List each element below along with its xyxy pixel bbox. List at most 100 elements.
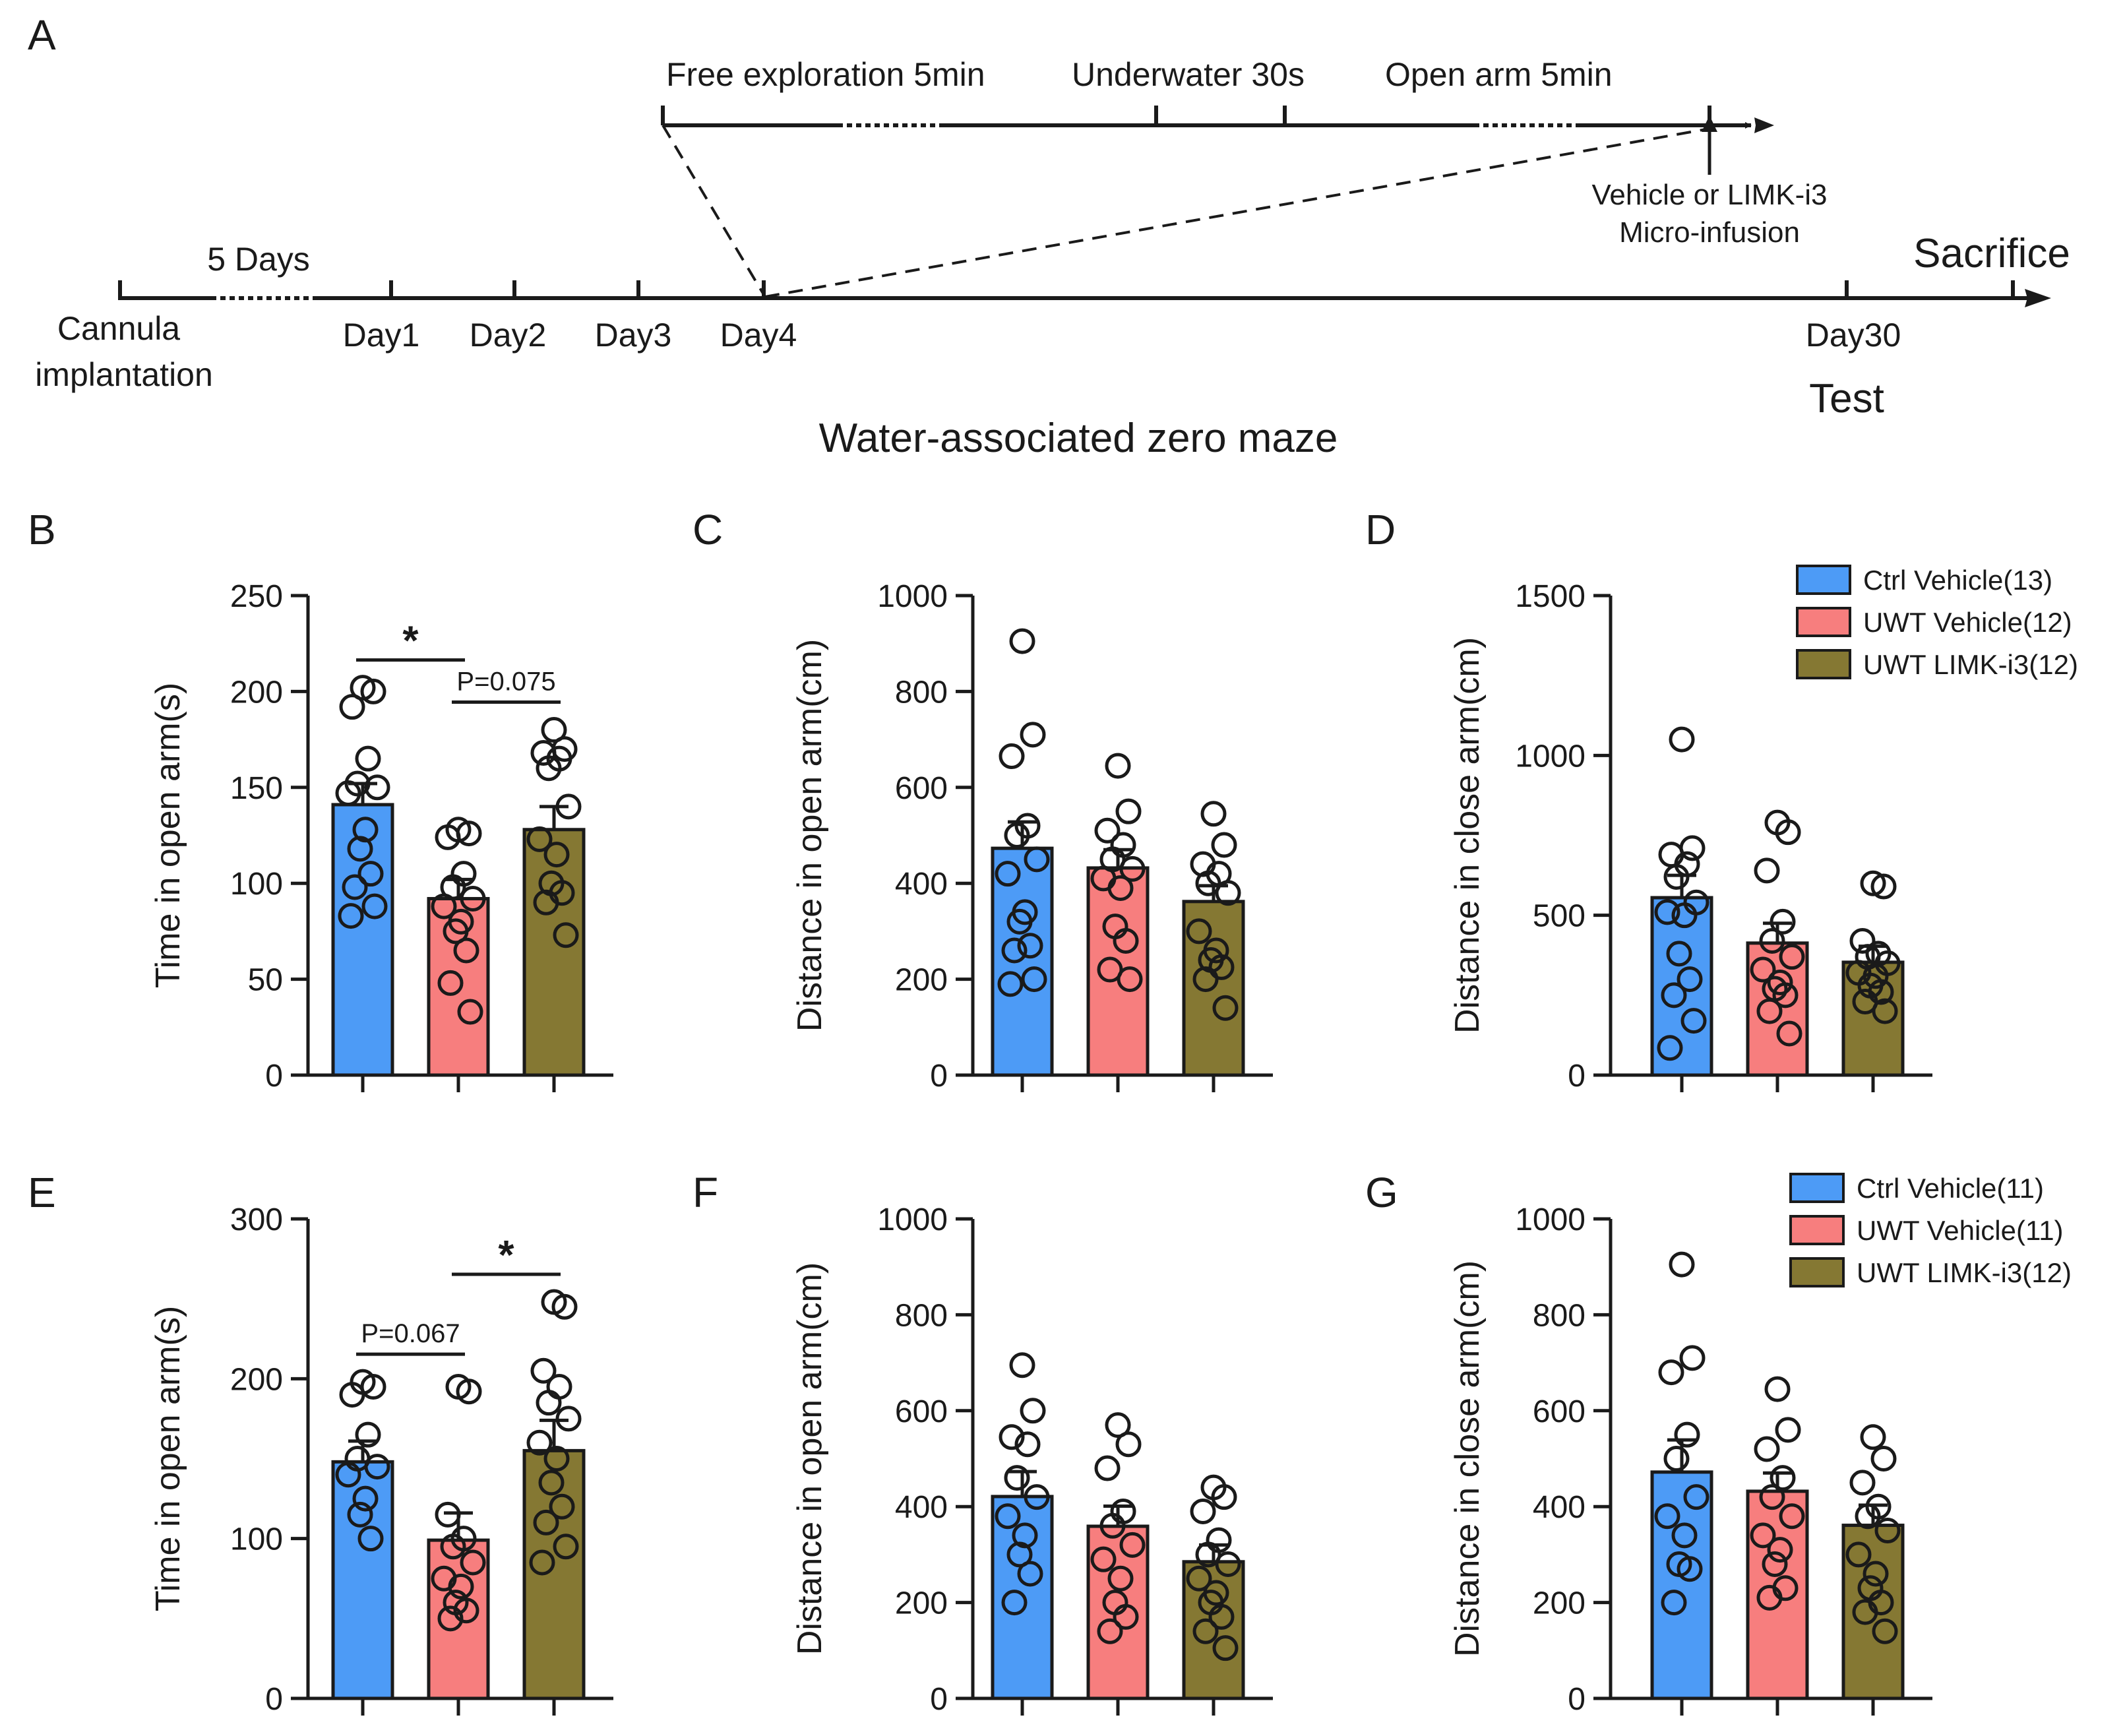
data-point xyxy=(538,1470,565,1496)
data-point xyxy=(1190,1498,1216,1524)
y-axis-title: Time in open arm(s) xyxy=(149,1306,187,1611)
data-point xyxy=(1872,998,1898,1024)
y-tick-label: 0 xyxy=(265,1059,283,1094)
data-point xyxy=(1671,902,1698,929)
data-point xyxy=(1654,899,1680,925)
legend-swatch xyxy=(1796,649,1851,679)
data-point xyxy=(1663,1446,1690,1472)
cannula-label-line2: implantation xyxy=(35,356,213,393)
data-point xyxy=(536,1390,562,1416)
y-tick-label: 200 xyxy=(230,675,283,710)
panel-letter-a: A xyxy=(28,11,56,59)
data-point xyxy=(1195,870,1221,896)
infusion-arrow-head xyxy=(1702,115,1717,132)
data-point xyxy=(1750,956,1776,983)
data-point xyxy=(1852,989,1878,1015)
data-point xyxy=(437,970,464,996)
data-point xyxy=(1119,1532,1146,1558)
y-tick-label: 800 xyxy=(895,1298,948,1333)
data-point xyxy=(543,1446,570,1472)
data-point xyxy=(342,874,368,900)
tick-label-day4: Day4 xyxy=(720,317,797,354)
data-point xyxy=(1661,982,1687,1008)
data-point xyxy=(435,824,461,850)
data-point xyxy=(553,922,579,948)
sacrifice-label: Sacrifice xyxy=(1913,231,2070,276)
tick-label-day3: Day3 xyxy=(595,317,672,354)
chart-panel-e: E 0 100 200 300 Time in open arm(s) P=0.067 * xyxy=(28,1169,613,1717)
data-point xyxy=(1215,880,1241,906)
data-point xyxy=(1017,1561,1043,1587)
data-point xyxy=(1006,1541,1033,1568)
data-point xyxy=(1679,1345,1706,1371)
data-point xyxy=(1767,969,1793,995)
data-point xyxy=(995,1503,1021,1530)
data-point xyxy=(1770,908,1796,935)
y-tick-label: 100 xyxy=(230,1522,283,1557)
data-point xyxy=(1666,941,1692,967)
data-point xyxy=(1090,1546,1117,1572)
data-point xyxy=(1770,1465,1796,1491)
data-point xyxy=(1006,908,1033,935)
data-point xyxy=(352,817,379,843)
data-point xyxy=(440,1534,466,1560)
data-point xyxy=(352,1485,379,1512)
data-point xyxy=(1776,1020,1802,1047)
y-axis-title: Distance in open arm(cm) xyxy=(791,1262,829,1655)
data-point xyxy=(1094,817,1121,844)
data-point xyxy=(1759,927,1785,954)
y-tick-label: 1000 xyxy=(877,579,948,614)
y-axis-title: Distance in open arm(cm) xyxy=(791,639,829,1032)
data-point xyxy=(364,774,390,801)
timeline-arrow-head xyxy=(2025,289,2051,307)
data-point xyxy=(1215,1551,1241,1577)
data-point xyxy=(1860,870,1886,896)
data-point xyxy=(1677,966,1703,993)
data-point xyxy=(1669,726,1695,753)
y-tick-label: 400 xyxy=(895,867,948,902)
data-point xyxy=(355,1421,381,1448)
zoom-line-left xyxy=(662,124,766,298)
significance-label: * xyxy=(402,619,419,664)
y-tick-label: 500 xyxy=(1533,899,1586,934)
data-point xyxy=(1683,1484,1709,1510)
data-point xyxy=(1211,832,1237,858)
legend-label: Ctrl Vehicle(13) xyxy=(1863,565,2052,596)
data-point xyxy=(1212,1635,1239,1661)
y-tick-label: 50 xyxy=(248,963,283,998)
bar-ctrl-vehicle xyxy=(331,1460,394,1700)
data-point xyxy=(529,1549,555,1576)
data-point xyxy=(347,836,373,862)
data-point xyxy=(1775,1417,1801,1443)
data-point xyxy=(1012,1522,1038,1549)
y-tick-label: 0 xyxy=(930,1059,948,1094)
data-point xyxy=(1115,1431,1142,1458)
data-point xyxy=(1105,1412,1131,1439)
data-point xyxy=(1863,1561,1889,1587)
y-tick-label: 1000 xyxy=(1515,739,1586,774)
y-tick-label: 600 xyxy=(1533,1394,1586,1429)
y-tick-label: 250 xyxy=(230,579,283,614)
y-axis-title: Distance in close arm(cm) xyxy=(1448,1260,1487,1657)
data-point xyxy=(1657,1035,1683,1061)
data-point xyxy=(335,1462,361,1488)
data-point xyxy=(1870,1446,1897,1472)
legend-label: UWT Vehicle(12) xyxy=(1863,607,2072,638)
y-tick-label: 400 xyxy=(895,1490,948,1525)
test-label: Test xyxy=(1809,376,1884,421)
legend-label: UWT Vehicle(11) xyxy=(1857,1215,2064,1246)
legend-label: UWT LIMK-i3(12) xyxy=(1863,649,2078,680)
y-tick-label: 200 xyxy=(895,963,948,998)
legend-swatch xyxy=(1789,1215,1845,1245)
data-point xyxy=(1772,982,1799,1008)
data-point xyxy=(1192,1618,1219,1644)
data-point xyxy=(448,1573,474,1599)
chart-panel-b: B 0 50 100 150 200 250 Time in open arm(s) * P=0.… xyxy=(28,506,613,1094)
cannula-label-line1: Cannula xyxy=(57,310,180,347)
y-tick-label: 600 xyxy=(895,1394,948,1429)
y-tick-label: 1500 xyxy=(1515,579,1586,614)
zoom-line-right xyxy=(764,127,1710,298)
data-point xyxy=(1874,1518,1901,1544)
y-tick-label: 100 xyxy=(230,867,283,902)
chart-panel-d: D 0 500 1000 1500 Distance in close arm(cm) Ct… xyxy=(1365,506,2078,1094)
